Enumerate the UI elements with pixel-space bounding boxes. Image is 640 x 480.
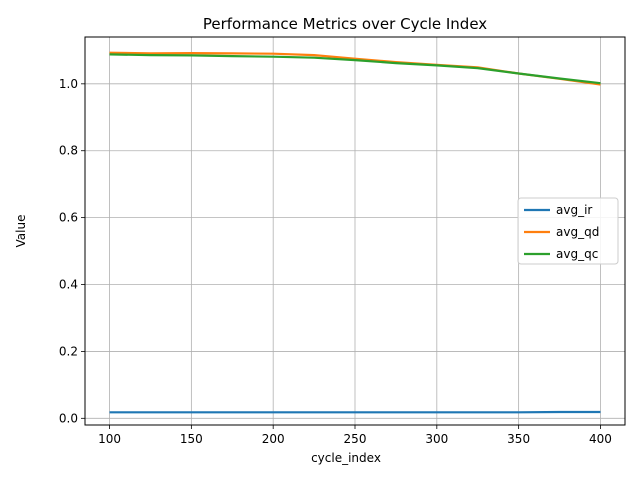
x-tick-label: 300 bbox=[425, 432, 448, 446]
y-tick-label: 0.0 bbox=[59, 411, 78, 425]
legend-label-avg_qd: avg_qd bbox=[556, 225, 599, 239]
y-tick-label: 0.6 bbox=[59, 211, 78, 225]
legend: avg_ir avg_qd avg_qc bbox=[517, 197, 619, 265]
series-lines bbox=[109, 51, 601, 414]
x-axis-ticks: 100 150 200 250 300 350 400 bbox=[98, 425, 612, 446]
y-axis-ticks: 0.0 0.2 0.4 0.6 0.8 1.0 bbox=[59, 77, 85, 425]
y-tick-label: 0.8 bbox=[59, 144, 78, 158]
x-tick-label: 250 bbox=[344, 432, 367, 446]
legend-label-avg_qc: avg_qc bbox=[556, 247, 598, 261]
x-tick-label: 350 bbox=[507, 432, 530, 446]
y-tick-label: 0.4 bbox=[59, 278, 78, 292]
y-axis-label: Value bbox=[14, 215, 28, 248]
x-tick-label: 100 bbox=[98, 432, 121, 446]
series-line-avg_qc bbox=[109, 53, 601, 85]
legend-label-avg_ir: avg_ir bbox=[556, 203, 592, 217]
y-tick-label: 1.0 bbox=[59, 77, 78, 91]
x-tick-label: 400 bbox=[589, 432, 612, 446]
x-tick-label: 150 bbox=[180, 432, 203, 446]
chart-title: Performance Metrics over Cycle Index bbox=[203, 15, 487, 33]
x-axis-label: cycle_index bbox=[311, 451, 381, 465]
x-tick-label: 200 bbox=[262, 432, 285, 446]
y-tick-label: 0.2 bbox=[59, 344, 78, 358]
legend-box bbox=[517, 197, 619, 265]
